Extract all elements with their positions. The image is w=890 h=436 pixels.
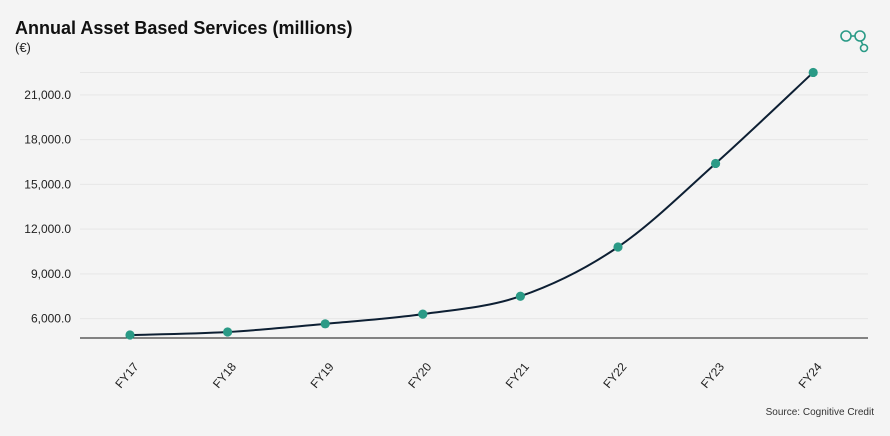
x-axis-tick-labels: FY17 FY18 FY19 FY20 FY21 FY22 FY23 FY24	[112, 360, 825, 391]
data-point-fy17	[125, 330, 135, 340]
y-tick-label: 12,000.0	[24, 222, 71, 236]
y-tick-label: 21,000.0	[24, 88, 71, 102]
data-point-fy19	[320, 319, 330, 329]
chart-subtitle: (€)	[15, 40, 31, 55]
grid-lines	[80, 71, 868, 320]
data-points	[125, 67, 818, 340]
chart-title: Annual Asset Based Services (millions)	[15, 18, 353, 38]
x-tick-label: FY19	[308, 360, 337, 391]
y-tick-label: 6,000.0	[31, 312, 71, 326]
source-note: Source: Cognitive Credit	[765, 407, 874, 418]
data-point-fy18	[223, 327, 233, 337]
x-tick-label: FY18	[210, 360, 239, 391]
y-axis-tick-labels: 6,000.0 9,000.0 12,000.0 15,000.0 18,000.0 21…	[24, 88, 71, 326]
x-tick-label: FY21	[503, 360, 532, 391]
x-tick-label: FY22	[600, 360, 629, 391]
y-tick-label: 15,000.0	[24, 177, 71, 191]
x-tick-label: FY23	[698, 360, 727, 391]
y-tick-label: 18,000.0	[24, 133, 71, 147]
data-point-fy20	[418, 309, 428, 319]
y-tick-label: 9,000.0	[31, 267, 71, 281]
x-tick-label: FY24	[796, 360, 825, 391]
x-tick-label: FY17	[112, 360, 141, 391]
data-point-fy23	[711, 158, 721, 169]
x-tick-label: FY20	[405, 360, 434, 391]
data-point-fy22	[613, 242, 623, 252]
series-line	[129, 71, 814, 337]
data-point-fy24	[808, 67, 818, 78]
data-point-fy21	[515, 291, 526, 301]
cognitive-credit-logo-icon	[840, 30, 869, 53]
